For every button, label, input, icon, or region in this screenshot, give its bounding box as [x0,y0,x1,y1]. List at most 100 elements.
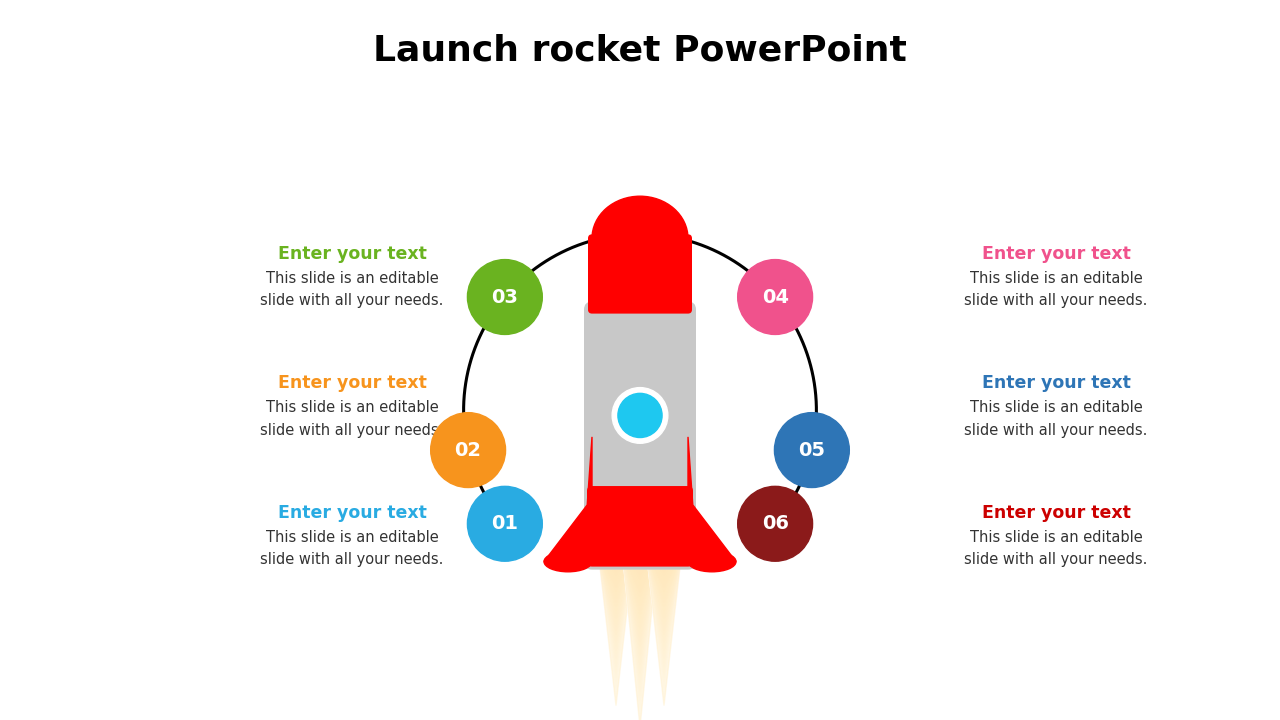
Polygon shape [598,547,635,706]
Polygon shape [622,547,658,720]
Circle shape [737,260,813,335]
Polygon shape [646,547,682,563]
Polygon shape [622,547,658,705]
Polygon shape [622,547,658,574]
Polygon shape [646,547,682,674]
Polygon shape [622,547,658,664]
Polygon shape [646,547,682,631]
Polygon shape [598,547,635,654]
Polygon shape [622,547,658,601]
Polygon shape [622,547,658,565]
Polygon shape [646,547,682,595]
Polygon shape [622,547,658,615]
Polygon shape [646,547,682,662]
Polygon shape [646,547,682,611]
Polygon shape [622,547,658,647]
Polygon shape [598,547,635,674]
Polygon shape [646,547,682,626]
Circle shape [618,393,662,438]
Polygon shape [598,547,635,650]
Polygon shape [598,547,635,611]
Polygon shape [598,547,635,575]
Polygon shape [646,547,682,579]
Ellipse shape [544,552,591,572]
Text: 03: 03 [492,287,518,307]
Text: Enter your text: Enter your text [278,245,426,263]
Polygon shape [598,547,635,598]
Polygon shape [622,547,658,718]
Polygon shape [622,547,658,570]
Circle shape [737,486,813,561]
Polygon shape [598,547,635,626]
Polygon shape [646,547,682,638]
Polygon shape [598,547,635,571]
Polygon shape [598,547,635,666]
Polygon shape [598,547,635,670]
Text: 02: 02 [454,441,481,459]
Polygon shape [646,547,682,654]
Polygon shape [622,547,658,651]
Polygon shape [646,547,682,622]
Polygon shape [622,547,658,655]
Polygon shape [646,547,682,647]
Text: Enter your text: Enter your text [982,245,1130,263]
Polygon shape [646,547,682,590]
Circle shape [774,413,850,487]
Polygon shape [598,547,635,642]
Polygon shape [646,547,682,614]
Text: 05: 05 [799,441,826,459]
Polygon shape [646,547,682,706]
Polygon shape [646,547,682,698]
Text: This slide is an editable
slide with all your needs.: This slide is an editable slide with all… [260,530,444,567]
Text: 06: 06 [762,514,788,534]
Text: 01: 01 [492,514,518,534]
Polygon shape [598,547,635,647]
Polygon shape [646,547,682,670]
Polygon shape [646,547,682,690]
Text: Enter your text: Enter your text [982,374,1130,392]
Polygon shape [622,547,658,592]
Polygon shape [646,547,682,658]
Text: Enter your text: Enter your text [278,374,426,392]
Polygon shape [622,547,658,642]
Polygon shape [598,547,635,590]
Polygon shape [622,547,658,720]
Polygon shape [646,547,682,598]
Polygon shape [622,547,658,619]
Polygon shape [646,547,682,583]
Polygon shape [622,547,658,687]
Polygon shape [598,547,635,622]
Polygon shape [646,547,682,682]
Polygon shape [646,547,682,603]
Polygon shape [598,547,635,583]
Polygon shape [622,547,658,660]
Text: This slide is an editable
slide with all your needs.: This slide is an editable slide with all… [260,271,444,308]
Polygon shape [598,547,635,706]
FancyBboxPatch shape [588,486,692,567]
Ellipse shape [591,197,689,280]
Polygon shape [598,547,635,579]
Polygon shape [622,547,658,682]
Polygon shape [598,547,635,638]
FancyBboxPatch shape [588,234,692,314]
Polygon shape [622,547,658,637]
Polygon shape [646,547,682,650]
Polygon shape [598,547,635,658]
Polygon shape [646,547,682,567]
Polygon shape [646,547,682,678]
Polygon shape [598,547,635,690]
Polygon shape [646,547,682,701]
Polygon shape [622,547,658,633]
Polygon shape [598,547,635,606]
Polygon shape [646,547,682,618]
Circle shape [430,413,506,487]
Polygon shape [598,547,635,698]
Polygon shape [544,437,591,562]
Polygon shape [646,547,682,571]
Polygon shape [689,437,736,562]
Polygon shape [646,547,682,606]
Circle shape [467,260,543,335]
Polygon shape [598,547,635,603]
Polygon shape [646,547,682,685]
Polygon shape [622,547,658,696]
